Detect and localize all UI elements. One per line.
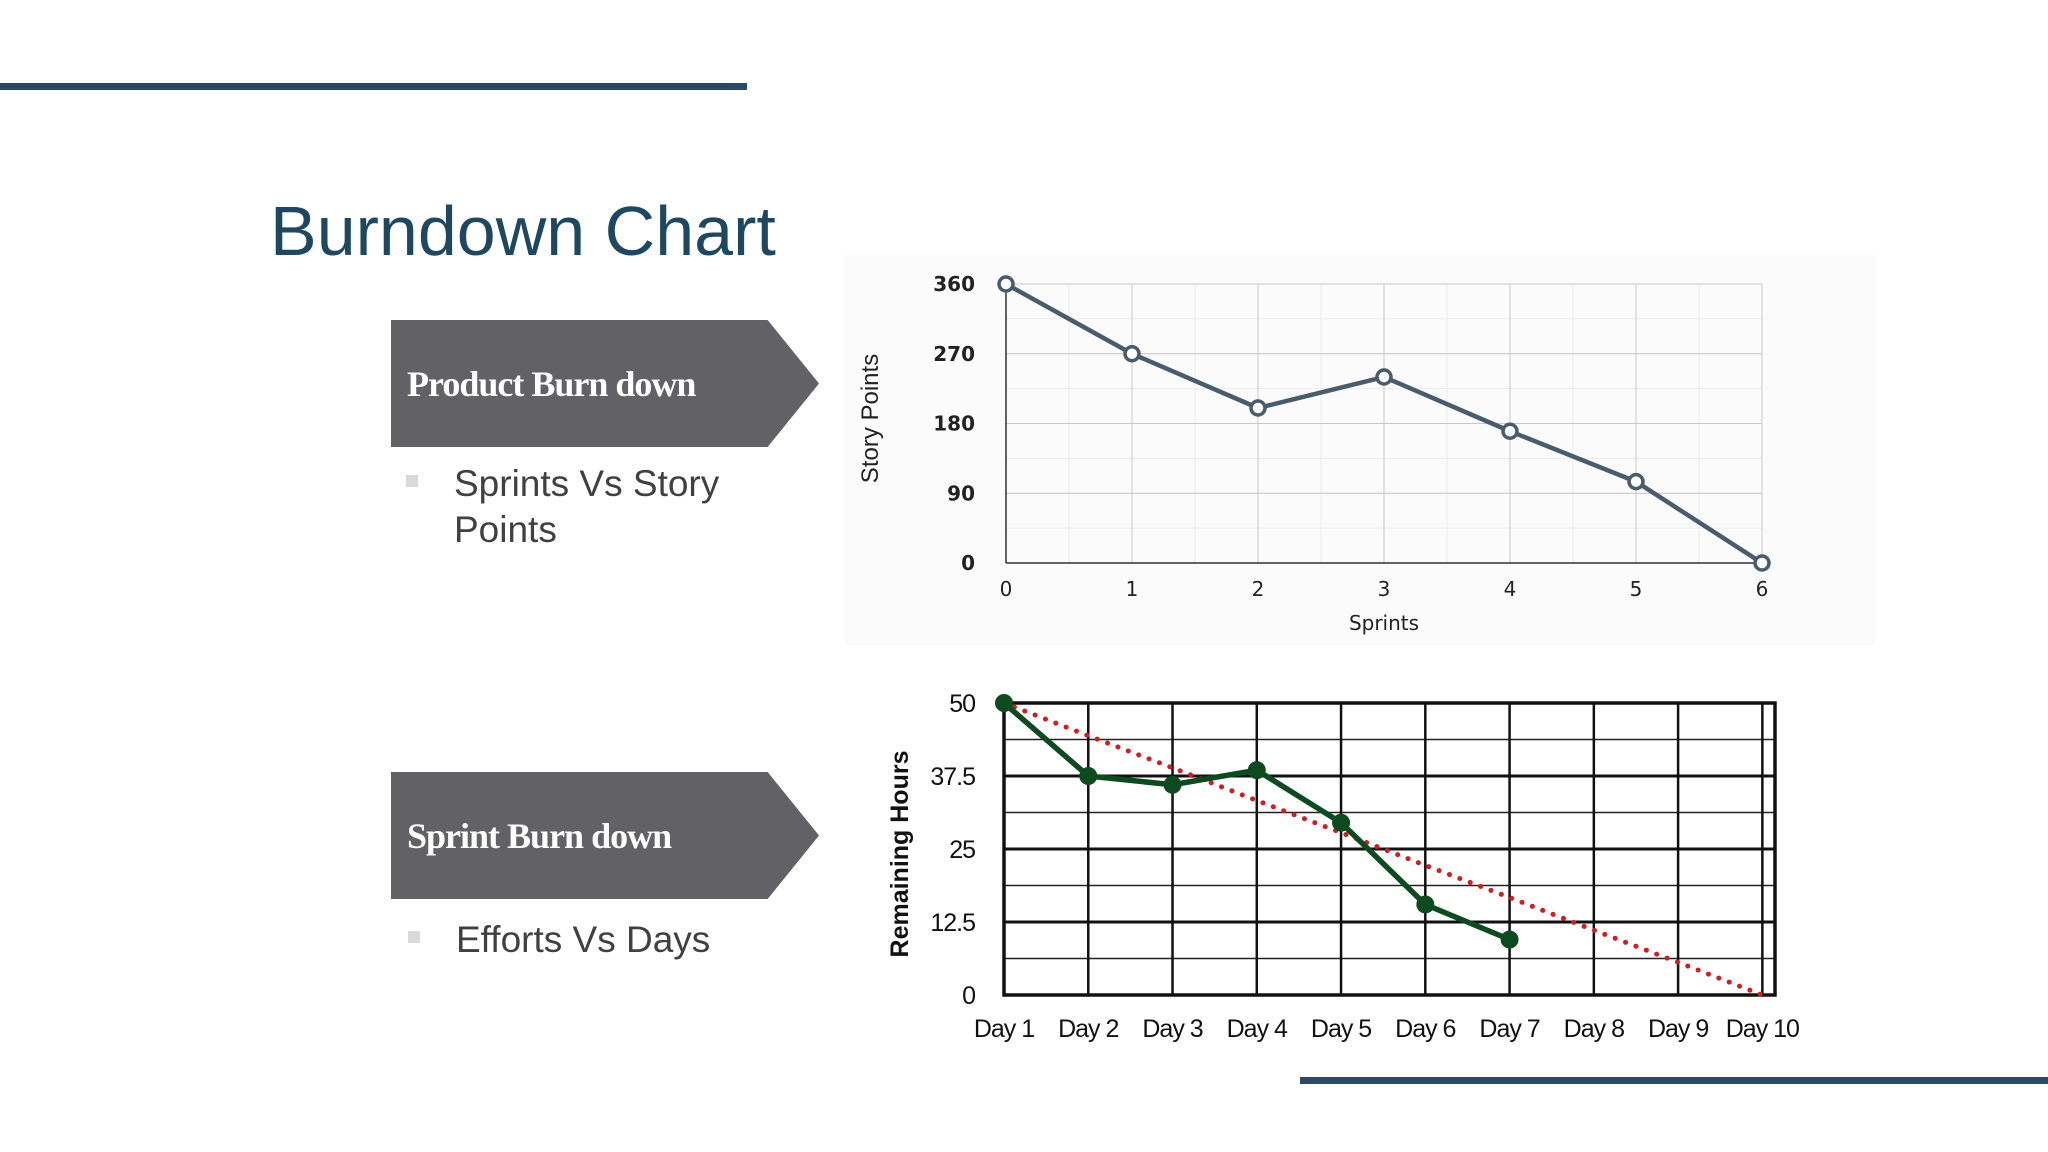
data-point (1079, 767, 1098, 785)
y-axis-label: Story Points (857, 354, 884, 483)
plot-background (845, 255, 1875, 645)
ideal-burndown-line (1001, 700, 1765, 998)
y-tick-label: 270 (933, 342, 975, 366)
product-burndown-tag: Product Burn down (391, 320, 819, 447)
y-tick-label: 12.5 (930, 909, 975, 937)
x-tick-label: Day 6 (1395, 1015, 1455, 1043)
product-burndown-tag-label: Product Burn down (407, 363, 696, 404)
data-point (997, 275, 1015, 293)
sprint-burndown-tag-label: Sprint Burn down (407, 815, 672, 856)
data-point (1249, 399, 1267, 417)
bottom-accent-rule (1300, 1077, 2048, 1084)
y-tick-label: 360 (933, 272, 975, 296)
sprint-burndown-chart: 0 12.5 25 37.5 50 Day 1 Day 2 Day 3 Day 4 Day 5 Da… (886, 690, 1800, 1043)
sprint-burndown-tag: Sprint Burn down (391, 772, 819, 899)
y-tick-label: 25 (949, 836, 975, 864)
x-tick-label: 1 (1126, 577, 1139, 601)
data-point (1500, 930, 1519, 949)
data-point (1163, 775, 1182, 794)
data-point (995, 694, 1013, 712)
y-axis-label: Remaining Hours (886, 751, 914, 958)
bullet-item: Efforts Vs Days (408, 917, 786, 963)
data-point (1627, 472, 1645, 491)
x-tick-label: Day 4 (1227, 1015, 1288, 1043)
bullet-item: Sprints Vs Story Points (406, 461, 754, 553)
x-axis-label: Sprints (1349, 611, 1419, 635)
x-tick-label: 6 (1756, 577, 1769, 601)
plot-frame (1002, 701, 1777, 997)
x-tick-label: 3 (1378, 577, 1391, 601)
x-tick-label: Day 9 (1648, 1015, 1708, 1043)
data-point (1332, 813, 1351, 832)
y-tick-label: 50 (949, 690, 975, 718)
top-accent-rule (0, 83, 747, 90)
x-tick-label: 4 (1504, 577, 1517, 601)
y-tick-label: 0 (961, 551, 975, 575)
y-tick-label: 37.5 (930, 763, 975, 791)
data-point (1375, 368, 1393, 386)
data-point (1501, 422, 1519, 440)
x-tick-label: 2 (1252, 577, 1265, 601)
x-tick-label: 5 (1630, 577, 1643, 601)
bullet-text: Efforts Vs Days (456, 919, 711, 960)
slide-title: Burndown Chart (270, 192, 776, 270)
data-point (1247, 761, 1266, 780)
x-tick-label: Day 7 (1479, 1015, 1539, 1043)
y-tick-label: 0 (962, 982, 975, 1010)
bullet-square-icon (406, 475, 418, 487)
x-tick-label: Day 5 (1311, 1015, 1371, 1043)
x-tick-label: Day 2 (1058, 1015, 1118, 1043)
x-tick-label: Day 10 (1726, 1015, 1799, 1043)
y-tick-label: 90 (947, 481, 975, 505)
x-tick-label: Day 8 (1564, 1015, 1624, 1043)
x-tick-label: Day 1 (974, 1015, 1034, 1043)
x-tick-label: Day 3 (1142, 1015, 1202, 1043)
product-burndown-chart: 0 90 180 270 360 0 1 2 3 4 5 6 Sprints Story Points (845, 255, 1875, 645)
y-tick-label: 180 (933, 412, 975, 436)
bullet-square-icon (408, 931, 420, 943)
data-point (1123, 345, 1141, 363)
data-point (1416, 895, 1435, 914)
data-point (1753, 554, 1771, 572)
x-tick-label: 0 (1000, 577, 1013, 601)
bullet-text: Sprints Vs Story Points (454, 463, 720, 550)
